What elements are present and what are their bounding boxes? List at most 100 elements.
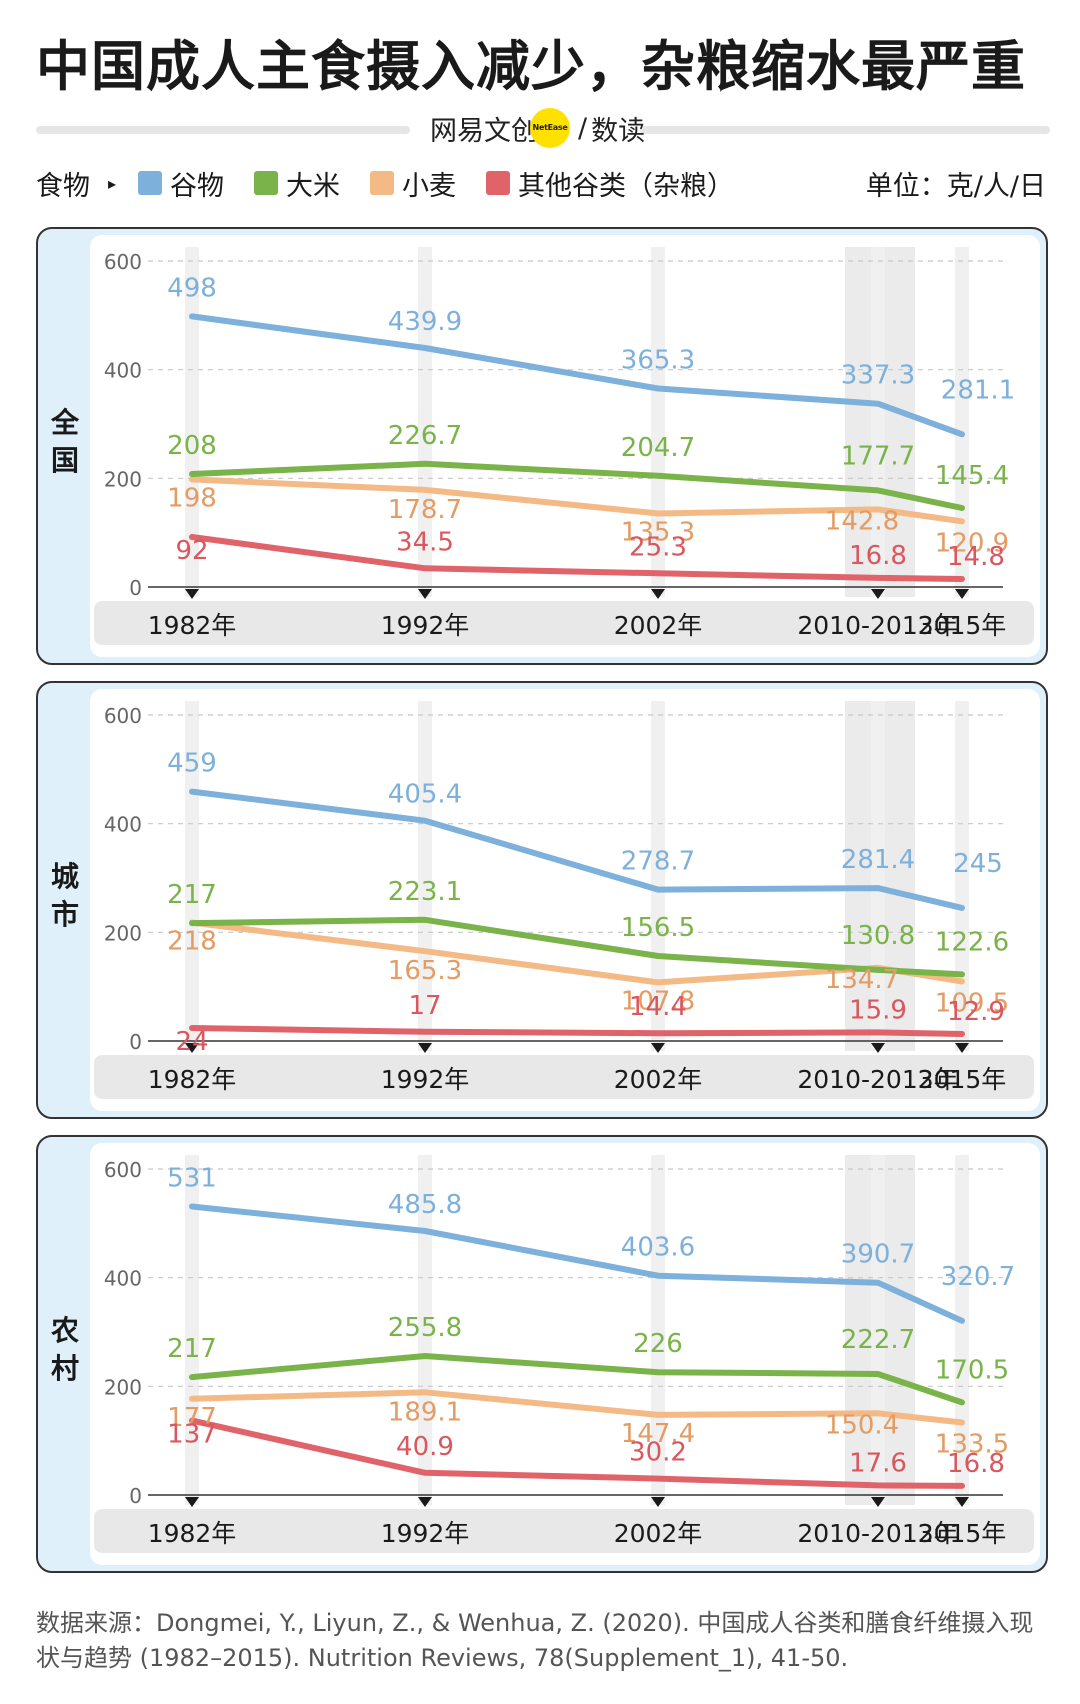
- data-label-other-grains: 12.9: [947, 997, 1005, 1027]
- panel-urban-label: 城 市: [50, 860, 79, 931]
- data-label-rice: 145.4: [935, 461, 1009, 491]
- data-label-wheat: 109.5: [935, 989, 1009, 1019]
- data-label-grain: 320.7: [941, 1262, 1015, 1292]
- series-line-rice: [189, 1353, 965, 1406]
- y-tick-label: 600: [104, 704, 142, 728]
- category-tick-marker: [651, 1497, 665, 1507]
- data-label-grain: 498: [167, 273, 217, 303]
- category-guide: [185, 1155, 199, 1505]
- data-label-grain: 281.1: [941, 375, 1015, 405]
- legend-swatch-wheat: [370, 171, 395, 195]
- category-tick-marker: [871, 1043, 885, 1053]
- legend-swatch-grain: [138, 171, 163, 195]
- series-line-grain: [189, 313, 965, 438]
- legend-swatch-rice: [254, 171, 279, 195]
- data-label-rice: 226: [633, 1329, 683, 1359]
- data-label-wheat: 178.7: [388, 495, 462, 525]
- data-label-wheat: 150.4: [825, 1410, 899, 1440]
- legend-swatch-other-grains: [486, 171, 511, 195]
- data-label-other-grains: 14.4: [629, 992, 687, 1022]
- data-label-wheat: 107.8: [621, 986, 695, 1016]
- legend-item-rice: 大米: [254, 164, 340, 203]
- data-label-rice: 156.5: [621, 913, 695, 943]
- series-line-other-grains: [189, 1417, 965, 1489]
- data-label-rice: 208: [167, 431, 217, 461]
- series-line-rice: [189, 916, 965, 978]
- y-tick-label: 400: [104, 813, 142, 837]
- legend-prefix: 食物: [36, 170, 90, 202]
- category-strip: [94, 601, 1034, 645]
- data-label-other-grains: 30.2: [629, 1438, 687, 1468]
- category-tick-marker: [871, 1497, 885, 1507]
- data-label-rice: 226.7: [388, 421, 462, 451]
- legend-label-other-grains: 其他谷类（杂粮）: [518, 170, 735, 202]
- data-label-rice: 217: [167, 880, 217, 910]
- data-label-grain: 403.6: [621, 1233, 695, 1263]
- series-line-wheat: [189, 1389, 965, 1426]
- y-tick-label: 400: [104, 1267, 142, 1291]
- data-label-other-grains: 16.8: [849, 541, 907, 571]
- data-label-other-grains: 24: [175, 1027, 208, 1057]
- legend-label-grain: 谷物: [170, 170, 225, 202]
- x-tick-label: 2010-2013年: [797, 1065, 958, 1094]
- series-line-other-grains: [189, 1025, 965, 1037]
- data-label-grain: 365.3: [621, 346, 695, 376]
- series-line-other-grains: [189, 534, 965, 582]
- data-label-other-grains: 40.9: [396, 1432, 454, 1462]
- x-tick-label: 2015年: [918, 1065, 1007, 1094]
- category-tick-marker: [418, 589, 432, 599]
- brand-logo-dot: NetEase: [530, 108, 570, 148]
- data-label-rice: 122.6: [935, 927, 1009, 957]
- y-tick-label: 200: [104, 467, 142, 491]
- category-tick-marker: [871, 589, 885, 599]
- data-label-rice: 177.7: [841, 441, 915, 471]
- data-label-rice: 130.8: [841, 921, 915, 951]
- data-label-wheat: 198: [167, 483, 217, 513]
- y-tick-label: 200: [104, 1375, 142, 1399]
- page-title: 中国成人主食摄入减少，杂粮缩水最严重: [36, 35, 1026, 98]
- x-tick-label: 2002年: [614, 1519, 703, 1548]
- data-label-grain: 337.3: [841, 361, 915, 391]
- x-tick-label: 2015年: [918, 611, 1007, 640]
- unit-label: 单位：克/人/日: [865, 170, 1046, 202]
- category-guide: [651, 701, 665, 1051]
- data-source-note: 数据来源：Dongmei, Y., Liyun, Z., & Wenhua, Z…: [36, 1609, 1034, 1672]
- x-tick-label: 2010-2013年: [797, 1519, 958, 1548]
- legend-arrow-icon: ▸: [108, 173, 117, 193]
- y-tick-label: 600: [104, 250, 142, 274]
- series-line-rice: [189, 460, 965, 511]
- series-line-grain: [189, 788, 965, 911]
- title-rule-right: [640, 126, 1050, 134]
- category-guide: [185, 701, 199, 1051]
- data-label-grain: 245: [953, 849, 1003, 879]
- category-tick-marker: [955, 589, 969, 599]
- category-tick-marker: [955, 1043, 969, 1053]
- category-tick-marker: [955, 1497, 969, 1507]
- data-label-wheat: 147.4: [621, 1419, 695, 1449]
- data-label-other-grains: 17: [408, 991, 441, 1021]
- category-tick-marker: [651, 589, 665, 599]
- brand-column: 数读: [591, 115, 646, 147]
- y-tick-label: 0: [129, 1484, 142, 1508]
- series-line-grain: [189, 1203, 965, 1324]
- data-label-grain: 390.7: [841, 1240, 915, 1270]
- legend: 食物 ▸ 谷物 大米 小麦 其他谷类（杂粮） 单位：克/人/日: [36, 163, 1046, 203]
- chart-rural: 0 200 400 600 1982年 1992年 2002年 2010-2013年2015年…: [94, 1155, 1034, 1553]
- chart-urban: 0 200 400 600 1982年 1992年 2002年 2010-2013年2015年…: [94, 701, 1034, 1099]
- data-label-wheat: 142.8: [825, 506, 899, 536]
- x-tick-label: 1982年: [148, 1065, 237, 1094]
- category-guide: [418, 247, 432, 597]
- x-tick-label: 1982年: [148, 1519, 237, 1548]
- data-label-grain: 405.4: [388, 780, 462, 810]
- category-guide: [955, 701, 969, 1051]
- x-tick-label: 1992年: [381, 611, 470, 640]
- category-strip: [94, 1055, 1034, 1099]
- category-guide: [418, 701, 432, 1051]
- data-label-other-grains: 34.5: [396, 527, 454, 557]
- data-label-rice: 170.5: [935, 1355, 1009, 1385]
- legend-label-rice: 大米: [286, 170, 341, 202]
- category-guide: [651, 247, 665, 597]
- data-label-other-grains: 14.8: [947, 542, 1005, 572]
- data-label-wheat: 177: [167, 1403, 217, 1433]
- data-label-rice: 223.1: [388, 877, 462, 907]
